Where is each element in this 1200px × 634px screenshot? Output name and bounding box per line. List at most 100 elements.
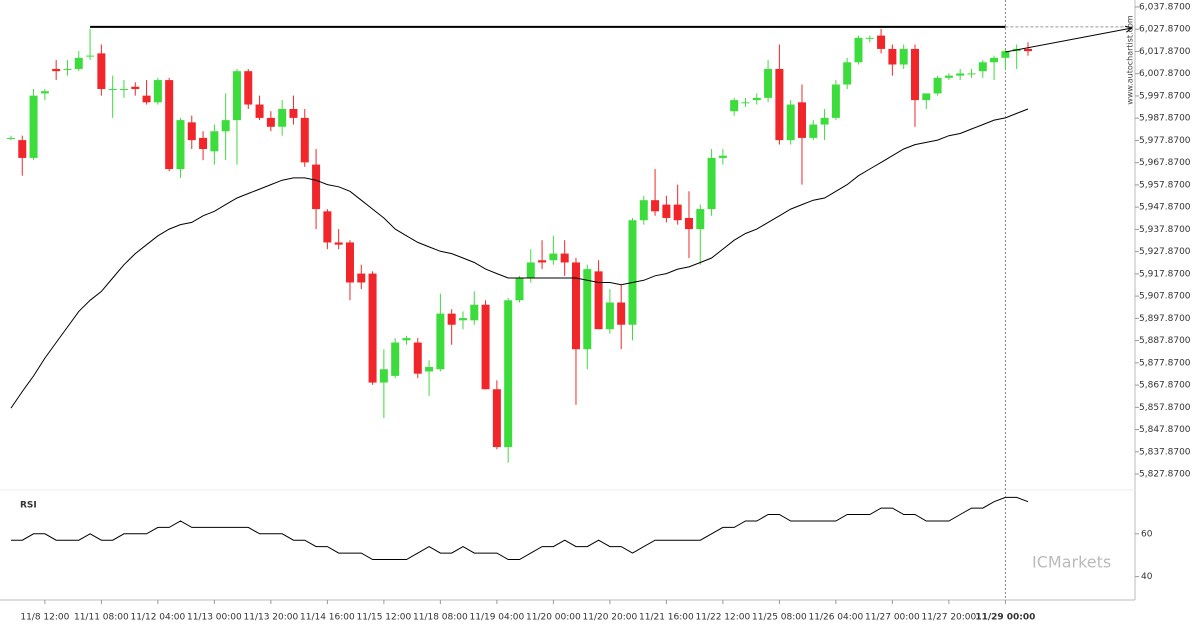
y-tick-label: 5,897.8700 — [1139, 314, 1191, 324]
candle-body — [944, 75, 953, 78]
candle-body — [266, 117, 275, 127]
candle-body — [436, 313, 445, 370]
x-tick-label: 11/20 00:00 — [526, 613, 581, 623]
x-tick-label: 11/14 16:00 — [300, 613, 355, 623]
rsi-tick-label: 60 — [1141, 529, 1153, 539]
y-tick-label: 5,997.8700 — [1139, 91, 1191, 101]
y-tick-label: 5,927.8700 — [1139, 247, 1191, 257]
candle-body — [549, 253, 558, 261]
candle-body — [651, 200, 660, 212]
y-tick-label: 6,017.8700 — [1139, 47, 1191, 57]
candle-body — [764, 68, 773, 98]
candle-body — [108, 88, 117, 90]
y-tick-label: 5,987.8700 — [1139, 114, 1191, 124]
candle-body — [74, 57, 83, 69]
candle-body — [594, 271, 603, 330]
candle-body — [684, 217, 693, 230]
candle-body — [29, 95, 38, 158]
candle-body — [933, 77, 942, 94]
candle-body — [752, 97, 761, 101]
candle-body — [809, 124, 818, 138]
candle-body — [402, 338, 411, 341]
x-tick-label: 11/25 08:00 — [752, 613, 807, 623]
y-tick-label: 5,967.8700 — [1139, 158, 1191, 168]
candle-body — [40, 91, 49, 94]
candle-body — [334, 242, 343, 245]
candle-body — [323, 211, 332, 243]
y-tick-label: 5,827.8700 — [1139, 470, 1191, 480]
candle-body — [379, 369, 388, 383]
x-tick-label: 11/26 04:00 — [809, 613, 864, 623]
candle-body — [368, 273, 377, 383]
y-tick-label: 5,937.8700 — [1139, 225, 1191, 235]
candle-body — [458, 318, 467, 321]
y-tick-label: 5,947.8700 — [1139, 203, 1191, 213]
x-tick-label: 11/18 08:00 — [413, 613, 468, 623]
y-tick-label: 5,907.8700 — [1139, 292, 1191, 302]
y-tick-label: 5,957.8700 — [1139, 180, 1191, 190]
x-tick-label: 11/13 20:00 — [244, 613, 299, 623]
candle-body — [119, 88, 128, 90]
candle-body — [628, 220, 637, 325]
candle-body — [52, 68, 61, 72]
candle-body — [730, 100, 739, 112]
y-tick-label: 5,867.8700 — [1139, 381, 1191, 391]
rsi-tick-label: 40 — [1141, 572, 1153, 582]
y-tick-label: 6,037.8700 — [1139, 2, 1191, 12]
candle-body — [696, 209, 705, 230]
candle-body — [538, 260, 547, 263]
candle-body — [1001, 51, 1010, 58]
candle-body — [165, 80, 174, 170]
candle-body — [560, 253, 569, 263]
candle-body — [583, 269, 592, 350]
candle-body — [888, 48, 897, 65]
candle-body — [820, 117, 829, 125]
y-tick-label: 6,007.8700 — [1139, 69, 1191, 79]
candle-body — [571, 262, 580, 350]
candle-body — [786, 104, 795, 141]
candle-body — [86, 55, 95, 57]
candle-body — [221, 120, 230, 132]
candle-body — [447, 313, 456, 325]
candle-body — [278, 108, 287, 127]
x-tick-label: 11/21 16:00 — [639, 613, 694, 623]
x-tick-label: 11/20 20:00 — [583, 613, 638, 623]
candle-body — [526, 262, 535, 279]
candle-body — [515, 278, 524, 301]
candle-body — [187, 122, 196, 141]
x-tick-label: 11/19 04:00 — [470, 613, 525, 623]
y-tick-label: 5,887.8700 — [1139, 336, 1191, 346]
candle-body — [865, 37, 874, 39]
rsi-line — [11, 496, 1029, 560]
candle-body — [312, 164, 321, 210]
candle-body — [741, 102, 750, 104]
candle-body — [956, 73, 965, 76]
candle-body — [289, 108, 298, 118]
candle-body — [843, 62, 852, 85]
x-tick-label: 11/11 08:00 — [74, 613, 129, 623]
candle-body — [153, 80, 162, 103]
candle-body — [232, 71, 241, 121]
projection-arrow — [1125, 25, 1134, 33]
candle-body — [255, 104, 264, 118]
candle-body — [967, 73, 976, 75]
y-tick-label: 5,857.8700 — [1139, 403, 1191, 413]
candle-body — [481, 304, 490, 390]
candle-body — [199, 137, 208, 150]
x-tick-label: 11/15 12:00 — [357, 613, 412, 623]
candle-body — [877, 35, 886, 49]
candle-body — [492, 389, 501, 448]
candle-body — [797, 102, 806, 138]
candle-body — [617, 302, 626, 325]
candle-body — [1023, 48, 1032, 52]
projection-line — [1005, 27, 1133, 53]
candle-body — [210, 131, 219, 152]
candle-body — [707, 157, 716, 210]
y-tick-label: 5,917.8700 — [1139, 269, 1191, 279]
candle-body — [990, 57, 999, 63]
x-tick-label: 11/27 00:00 — [865, 613, 920, 623]
candle-body — [131, 86, 140, 89]
x-tick-label: 11/29 00:00 — [975, 613, 1035, 623]
candle-body — [673, 204, 682, 221]
